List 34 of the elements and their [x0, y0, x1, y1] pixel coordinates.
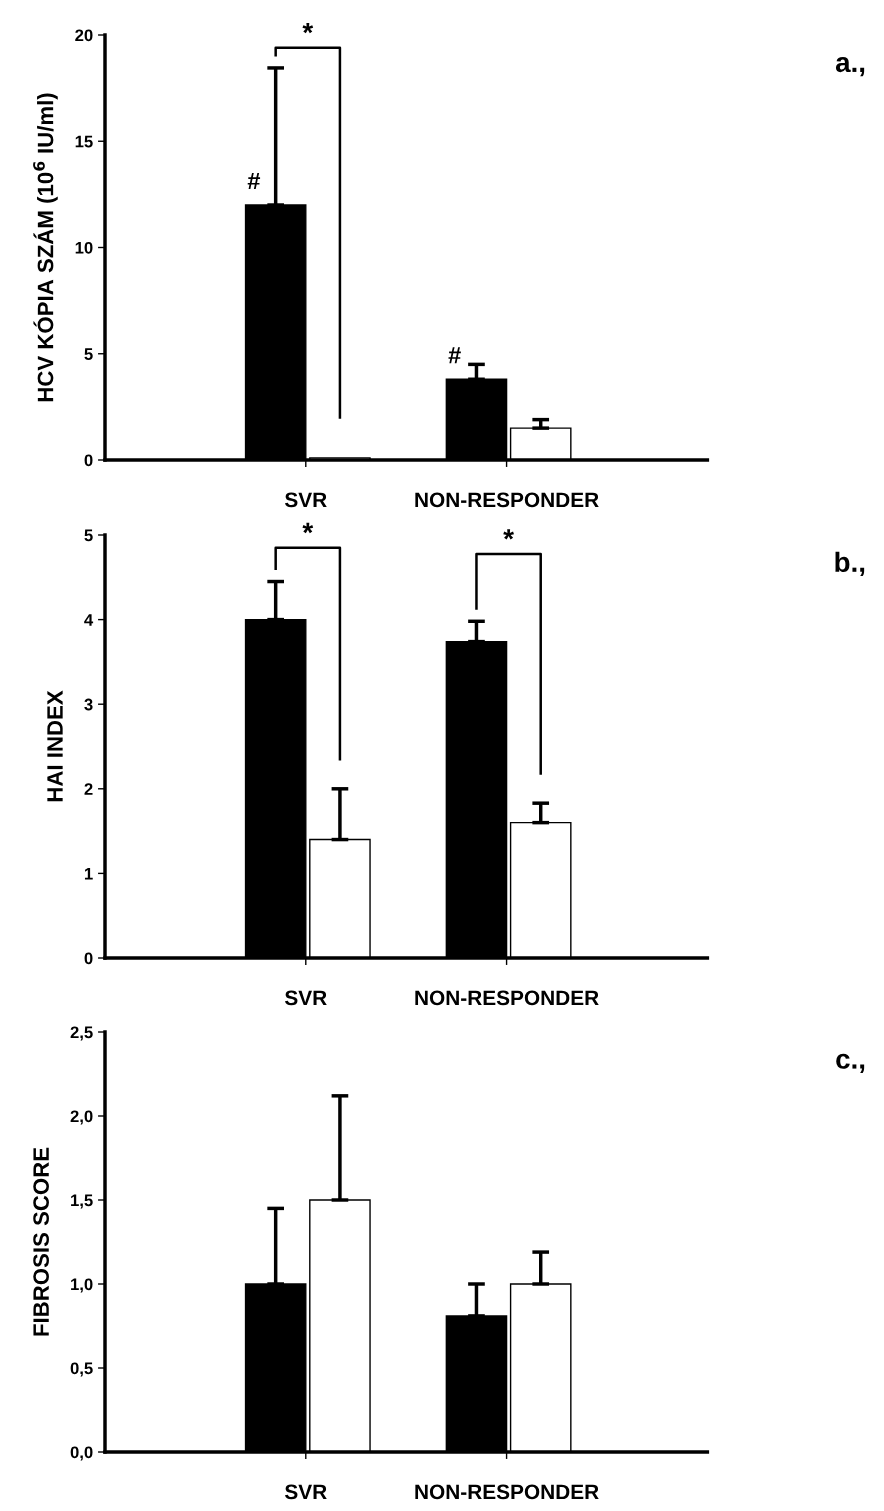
text: c.,	[836, 1053, 865, 1073]
y-tick-label: 5	[84, 529, 93, 542]
y-tick-label: 2,0	[70, 1110, 93, 1125]
y-tick-label: 1	[84, 867, 93, 880]
text: *	[302, 22, 314, 34]
y-tick-label: 5	[84, 348, 93, 360]
x-tick-label: SVR	[284, 990, 327, 1006]
text: a.,	[835, 56, 865, 77]
y-tick-label: 3	[84, 698, 93, 711]
y-tick-label: 0	[84, 952, 93, 965]
y-tick-label: 2	[84, 783, 93, 795]
annotation: #	[448, 347, 461, 364]
y-tick-label: 0,0	[70, 1446, 93, 1461]
y-axis-title: FIBROSIS SCORE	[33, 1147, 49, 1336]
y-tick-label: 10	[75, 241, 93, 254]
annotation: *	[503, 529, 514, 540]
x-tick-label: NON-RESPONDER	[415, 990, 599, 1006]
y-tick-label: 4	[84, 614, 94, 626]
x-tick-label: NON-RESPONDER	[415, 492, 599, 508]
y-axis-title: HAI INDEX	[47, 690, 63, 802]
y-tick-label: 2,5	[70, 1026, 93, 1041]
y-tick-label: 0,5	[70, 1362, 93, 1377]
y-tick-label: 0	[84, 454, 93, 467]
y-tick-label: 1,0	[71, 1278, 93, 1293]
x-tick-label: NON-RESPONDER	[415, 1484, 599, 1500]
y-axis-title: HCV KÓPIA SZÁM (10$^{6}$ IU/ml)	[33, 93, 58, 402]
x-tick-label: SVR	[284, 1484, 327, 1500]
text: *	[302, 522, 314, 534]
x-tick-label: SVR	[284, 492, 327, 508]
y-tick-label: 1,5	[71, 1194, 93, 1209]
y-tick-label: 20	[75, 29, 93, 42]
y-tick-label: 15	[75, 135, 93, 148]
text: b.,	[835, 551, 865, 577]
annotation: #	[247, 172, 261, 189]
